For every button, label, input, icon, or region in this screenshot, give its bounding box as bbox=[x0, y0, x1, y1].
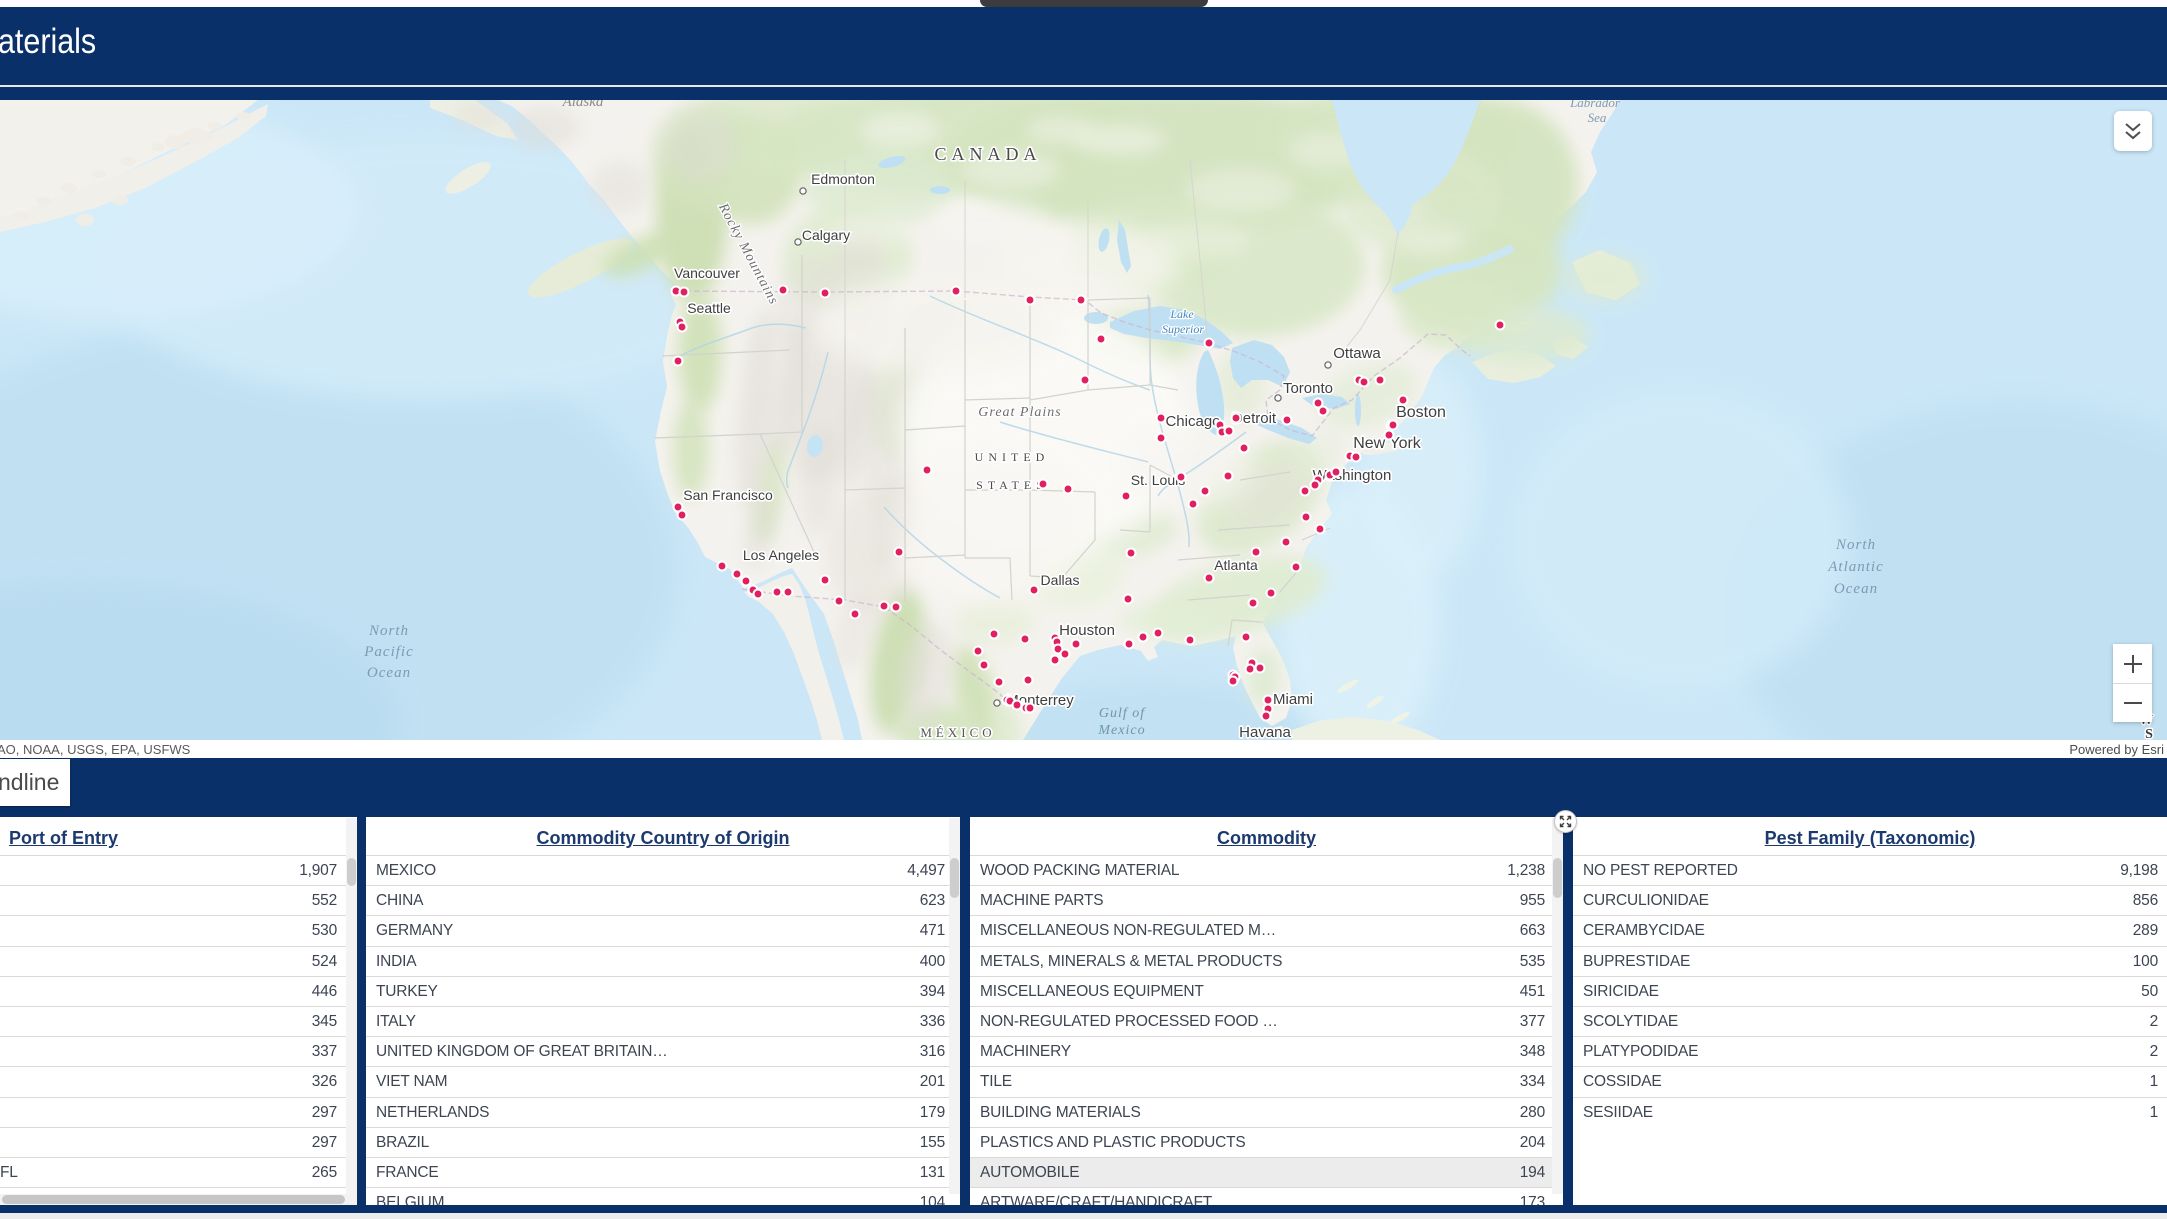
svg-text:Mexico: Mexico bbox=[1097, 723, 1145, 738]
svg-text:Seattle: Seattle bbox=[687, 300, 731, 316]
svg-text:Pacific: Pacific bbox=[363, 644, 413, 660]
svg-text:North: North bbox=[368, 623, 409, 639]
svg-text:Labrador: Labrador bbox=[1569, 100, 1621, 110]
svg-text:Lake: Lake bbox=[1169, 307, 1194, 321]
svg-text:Boston: Boston bbox=[1396, 404, 1446, 421]
svg-text:Calgary: Calgary bbox=[802, 227, 850, 243]
svg-text:Havana: Havana bbox=[1239, 724, 1291, 740]
svg-text:Sea: Sea bbox=[1588, 110, 1607, 125]
svg-text:St. Louis: St. Louis bbox=[1131, 472, 1185, 488]
svg-text:Gulf of: Gulf of bbox=[1099, 706, 1146, 721]
svg-text:San Francisco: San Francisco bbox=[683, 487, 773, 503]
svg-text:Vancouver: Vancouver bbox=[674, 265, 740, 281]
svg-text:Ocean: Ocean bbox=[367, 665, 411, 681]
svg-text:STATES: STATES bbox=[976, 478, 1048, 492]
svg-text:Detroit: Detroit bbox=[1232, 410, 1277, 427]
svg-text:Edmonton: Edmonton bbox=[811, 171, 875, 187]
svg-text:Superior: Superior bbox=[1162, 322, 1204, 336]
svg-text:UNITED: UNITED bbox=[975, 450, 1050, 464]
svg-text:Los Angeles: Los Angeles bbox=[743, 547, 819, 563]
svg-text:Ocean: Ocean bbox=[1834, 581, 1878, 597]
svg-text:Miami: Miami bbox=[1273, 691, 1313, 708]
svg-text:Atlantic: Atlantic bbox=[1827, 559, 1884, 575]
svg-text:CANADA: CANADA bbox=[934, 144, 1041, 164]
svg-text:Great Plains: Great Plains bbox=[978, 405, 1061, 420]
svg-text:MÉXICO: MÉXICO bbox=[920, 725, 995, 740]
svg-text:Dallas: Dallas bbox=[1041, 572, 1080, 588]
svg-text:Atlanta: Atlanta bbox=[1214, 557, 1258, 573]
svg-text:New York: New York bbox=[1353, 435, 1422, 452]
svg-text:North: North bbox=[1835, 537, 1876, 553]
svg-text:Toronto: Toronto bbox=[1283, 380, 1333, 397]
svg-text:Alaska: Alaska bbox=[562, 100, 604, 110]
svg-text:Chicago: Chicago bbox=[1165, 413, 1220, 430]
svg-text:Washington: Washington bbox=[1313, 467, 1392, 484]
svg-text:Ottawa: Ottawa bbox=[1333, 345, 1381, 362]
svg-text:S: S bbox=[2145, 727, 2153, 740]
svg-text:Houston: Houston bbox=[1059, 622, 1115, 639]
